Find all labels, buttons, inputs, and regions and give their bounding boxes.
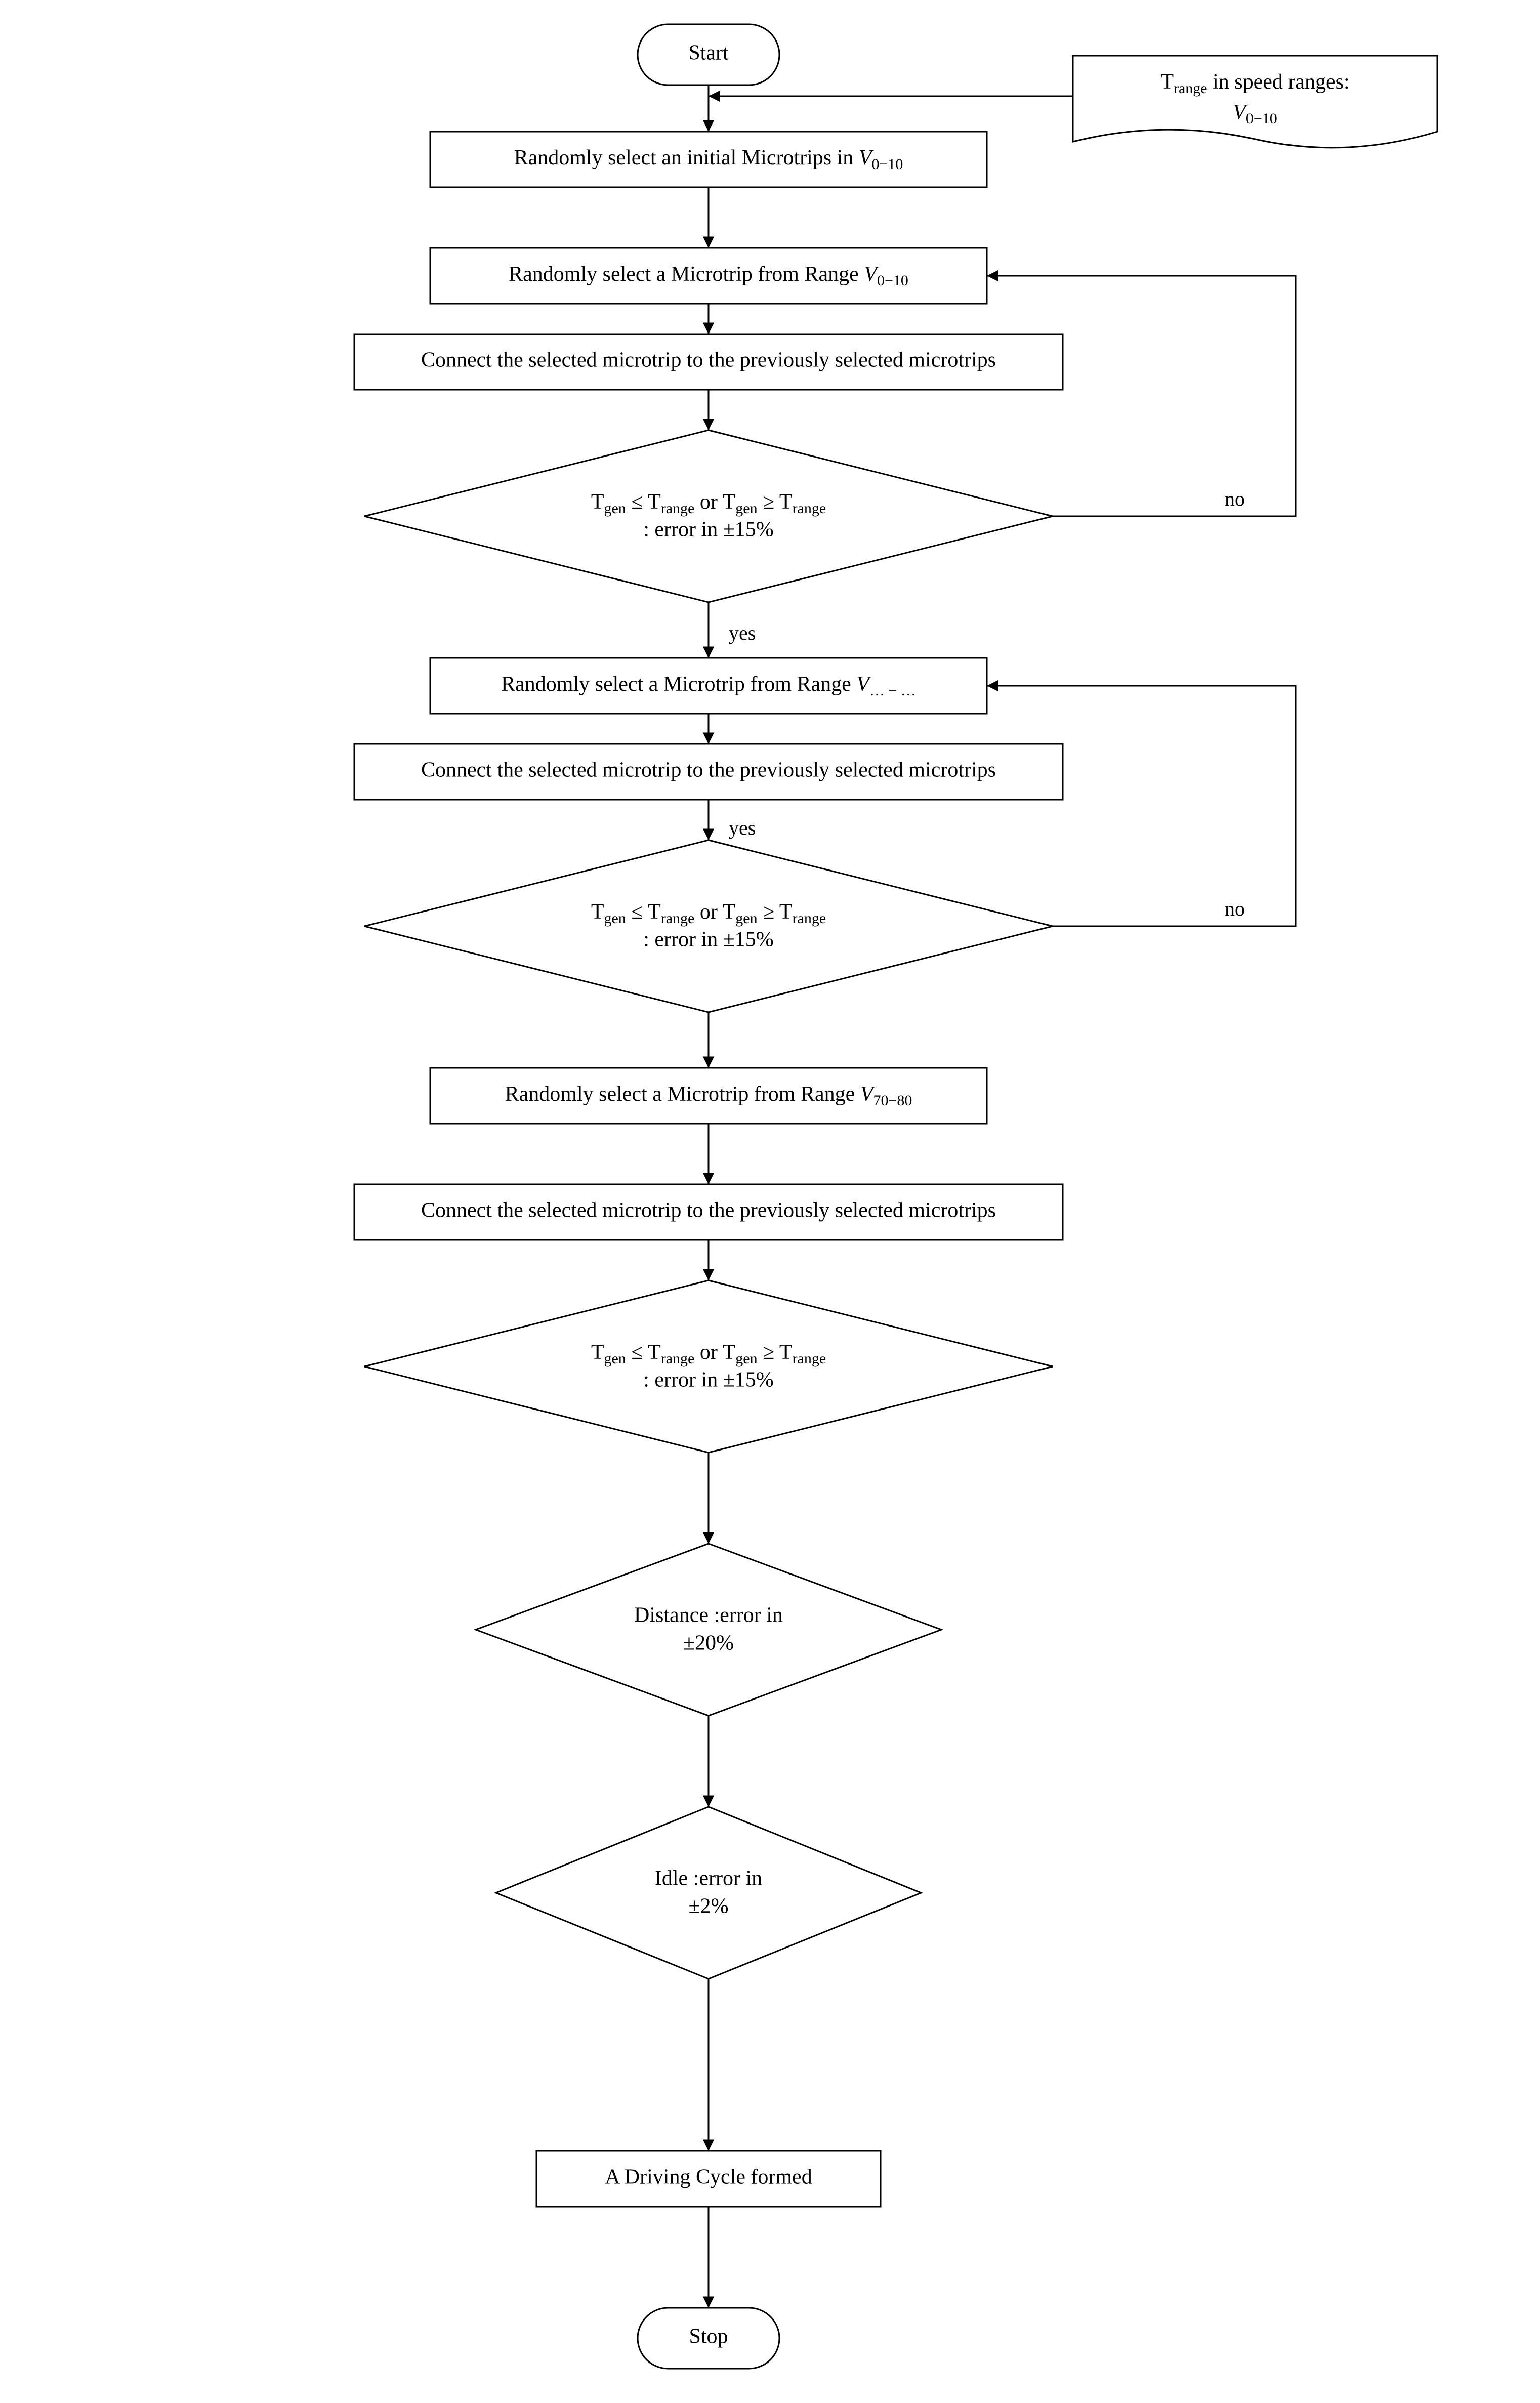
svg-text:Distance :error in: Distance :error in <box>634 1604 783 1627</box>
decision-error-1 <box>364 430 1053 602</box>
label-d2_no: no <box>1225 897 1245 920</box>
svg-text:Randomly select an initial Mic: Randomly select an initial Microtrips in… <box>514 146 903 173</box>
svg-text:Idle :error in: Idle :error in <box>655 1867 762 1890</box>
decision-error-2 <box>364 840 1053 1012</box>
svg-text:±2%: ±2% <box>688 1895 728 1918</box>
label-d2_yes: yes <box>729 816 756 839</box>
svg-text:Connect the selected microtrip: Connect the selected microtrip to the pr… <box>421 759 996 782</box>
svg-text:Randomly select a Microtrip fr: Randomly select a Microtrip from Range V… <box>505 1083 912 1109</box>
svg-text:Randomly select a Microtrip fr: Randomly select a Microtrip from Range V… <box>501 673 916 699</box>
svg-text:: error in ±15%: : error in ±15% <box>643 928 773 951</box>
svg-text:Connect the selected microtrip: Connect the selected microtrip to the pr… <box>421 1199 996 1222</box>
input-document <box>1073 56 1437 148</box>
svg-text:A Driving Cycle formed: A Driving Cycle formed <box>605 2166 812 2189</box>
svg-text:Tgen ≤ Trange or Tgen ≥ Trange: Tgen ≤ Trange or Tgen ≥ Trange <box>591 1341 826 1367</box>
label-d1_no: no <box>1225 487 1245 510</box>
svg-text:Start: Start <box>688 42 729 65</box>
svg-text:±20%: ±20% <box>683 1632 734 1655</box>
svg-text:Tgen ≤ Trange or Tgen ≥ Trange: Tgen ≤ Trange or Tgen ≥ Trange <box>591 490 826 517</box>
svg-text:Connect the selected microtrip: Connect the selected microtrip to the pr… <box>421 349 996 372</box>
decision-distance <box>476 1544 941 1716</box>
label-d1_yes: yes <box>729 622 756 644</box>
svg-text:Trange in speed ranges:: Trange in speed ranges: <box>1160 70 1349 97</box>
svg-text:Randomly select a Microtrip fr: Randomly select a Microtrip from Range V… <box>509 263 908 289</box>
decision-idle <box>496 1807 921 1979</box>
feedback-loop-1 <box>987 276 1296 516</box>
svg-text:: error in ±15%: : error in ±15% <box>643 1369 773 1392</box>
decision-error-3 <box>364 1280 1053 1453</box>
svg-text:: error in ±15%: : error in ±15% <box>643 518 773 542</box>
feedback-loop-2 <box>987 686 1296 926</box>
svg-text:Tgen ≤ Trange or Tgen ≥ Trange: Tgen ≤ Trange or Tgen ≥ Trange <box>591 900 826 927</box>
svg-text:Stop: Stop <box>689 2325 728 2348</box>
svg-text:V0−10: V0−10 <box>1233 101 1277 127</box>
